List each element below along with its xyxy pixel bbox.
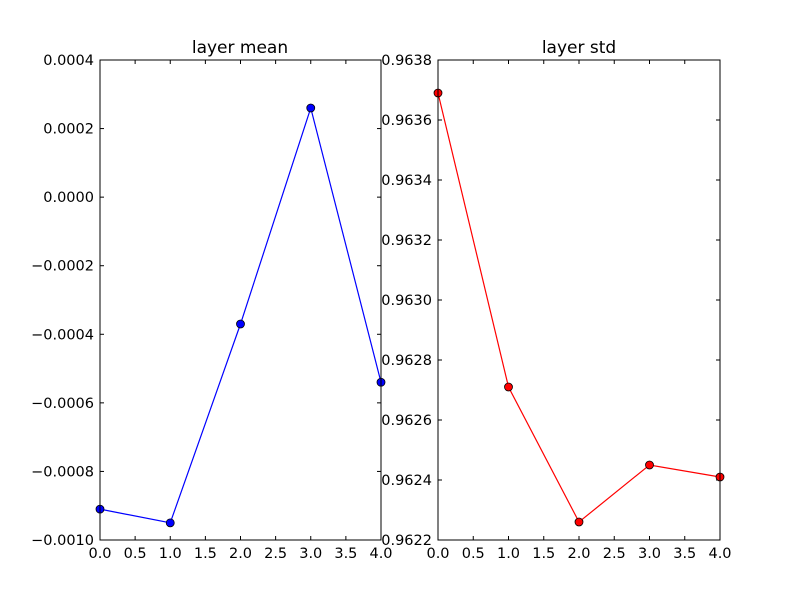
- y-tick-label: 0.9624: [381, 473, 432, 489]
- x-tick-label: 0.0: [88, 546, 111, 562]
- x-tick-label: 0.5: [462, 546, 485, 562]
- plot-frame: [99, 59, 382, 541]
- data-point: [236, 319, 245, 329]
- y-tick-label: 0.9626: [381, 413, 432, 429]
- data-point: [574, 517, 584, 527]
- x-tick-label: 0.0: [426, 546, 449, 562]
- x-tick-label: 2.0: [229, 546, 252, 562]
- data-point: [504, 382, 513, 392]
- y-tick-label: −0.0010: [31, 533, 94, 549]
- y-tick-label: −0.0002: [31, 259, 94, 275]
- y-tick-label: −0.0008: [31, 464, 94, 480]
- x-tick-label: 1.0: [159, 546, 182, 562]
- x-tick-label: 3.0: [638, 546, 661, 562]
- x-tick-label: 2.5: [264, 546, 287, 562]
- x-tick-label: 2.0: [567, 546, 590, 562]
- y-tick-label: 0.9636: [381, 113, 432, 129]
- x-tick-label: 3.0: [299, 546, 322, 562]
- y-tick-label: 0.9638: [381, 53, 432, 69]
- x-tick-labels: 0.0 0.5 1.0 1.5 2.0 2.5 3.0 3.5 4.0: [88, 546, 392, 562]
- x-tick-label: 1.0: [497, 546, 520, 562]
- data-point: [306, 103, 316, 113]
- x-tick-label: 0.5: [124, 546, 147, 562]
- x-tick-label: 2.5: [603, 546, 626, 562]
- y-tick-label: 0.9628: [381, 353, 432, 369]
- y-tick-label: 0.0000: [43, 190, 94, 206]
- x-tick-label: 3.5: [673, 546, 696, 562]
- data-point: [165, 518, 175, 528]
- chart-title-layer-mean: layer mean: [192, 38, 288, 58]
- y-tick-label: 0.0004: [43, 53, 94, 69]
- y-tick-label: 0.9622: [381, 533, 432, 549]
- y-tick-label: 0.9630: [381, 293, 432, 309]
- chart-title-layer-std: layer std: [542, 38, 616, 58]
- y-tick-labels: 0.9638 0.9636 0.9634 0.9632 0.9630 0.9628 0.96…: [381, 53, 432, 549]
- data-point: [645, 460, 654, 470]
- layer-std-chart: layer std 0.9638 0.9636 0.9634 0.9632 0.9630…: [381, 38, 731, 562]
- x-tick-label: 4.0: [369, 546, 392, 562]
- x-tick-label: 3.5: [334, 546, 357, 562]
- y-tick-label: −0.0004: [31, 327, 94, 343]
- y-tick-label: 0.9634: [381, 173, 432, 189]
- y-tick-label: −0.0006: [31, 396, 94, 412]
- x-tick-label: 1.5: [194, 546, 217, 562]
- x-tick-labels: 0.0 0.5 1.0 1.5 2.0 2.5 3.0 3.5 4.0: [426, 546, 731, 562]
- plot-frame: [437, 59, 721, 541]
- layer-mean-chart: layer mean 0.0004 0.0002 0.0000 −0.0002 −0.0…: [31, 38, 392, 562]
- y-tick-labels: 0.0004 0.0002 0.0000 −0.0002 −0.0004 −0.0006 −…: [31, 53, 94, 549]
- x-tick-label: 4.0: [708, 546, 731, 562]
- y-tick-label: 0.0002: [43, 122, 94, 138]
- x-tick-label: 1.5: [532, 546, 555, 562]
- y-tick-label: 0.9632: [381, 233, 432, 249]
